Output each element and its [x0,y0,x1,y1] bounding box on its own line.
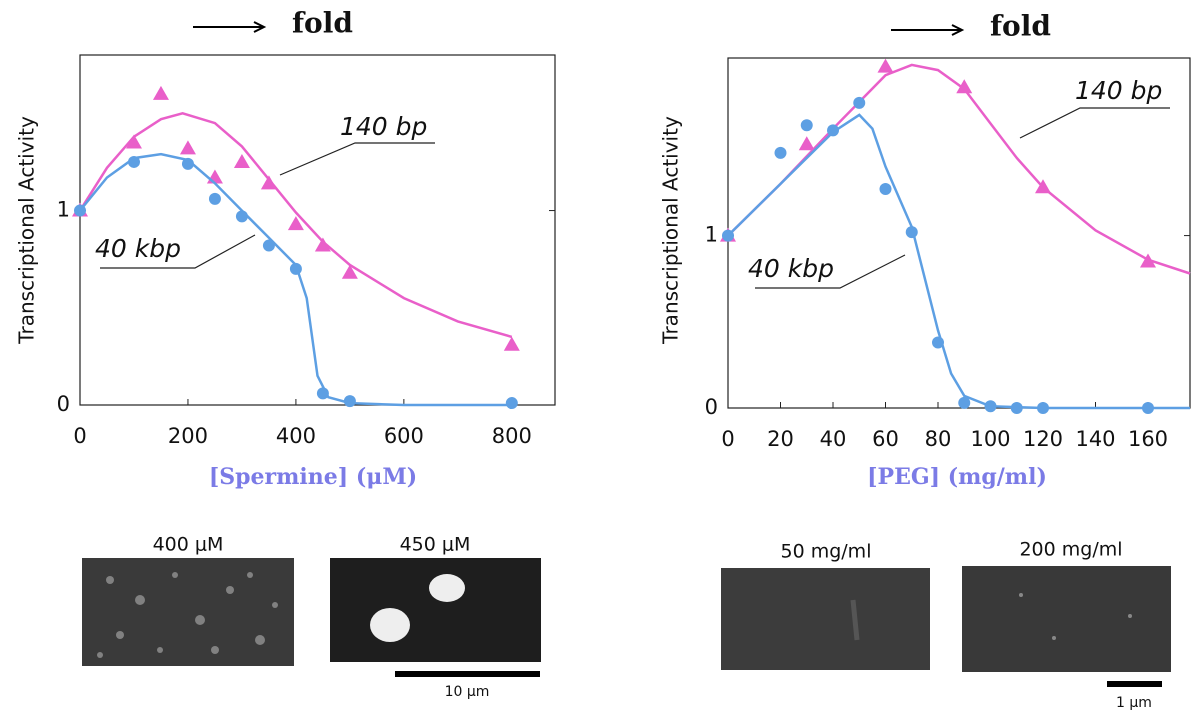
micrograph [330,558,541,662]
image-label: 450 μM [400,534,471,556]
circle-point [827,124,839,136]
y-tick-label: 1 [57,198,70,222]
x-tick-label: 0 [73,424,86,448]
blob [429,574,465,602]
circle-point [344,395,356,407]
x-tick-label: 120 [1023,427,1063,451]
scale-label: 1 μm [1116,695,1152,711]
circle-point [209,193,221,205]
circle-point [853,97,865,109]
y-tick-label: 1 [705,223,718,247]
x-tick-label: 160 [1128,427,1168,451]
x-tick-label: 20 [767,427,794,451]
blob [370,608,410,642]
circle-point [236,210,248,222]
x-axis-label: [PEG] (mg/ml) [867,464,1047,490]
x-tick-label: 0 [721,427,734,451]
y-tick-label: 0 [705,395,718,419]
image-label: 50 mg/ml [781,541,872,563]
scale-label: 10 μm [445,684,490,700]
circle-point [317,387,329,399]
circle-point [290,263,302,275]
series-annotation: 140 bp [340,112,427,141]
y-axis-label: Transcriptional Activity [659,116,683,345]
triangle-point [315,238,331,252]
micrograph [962,566,1171,672]
x-tick-label: 200 [168,424,208,448]
y-tick-label: 0 [57,392,70,416]
header: fold [990,10,1051,43]
x-tick-label: 400 [276,424,316,448]
circle-point [722,230,734,242]
plot-frame [80,55,555,405]
triangle-point [261,175,277,189]
leader-line [280,143,435,175]
triangle-point [180,140,196,154]
circle-point [182,158,194,170]
triangle-point [207,170,223,184]
dot [1052,636,1056,640]
triangle-point [234,154,250,168]
circle-point [1037,402,1049,414]
circle-point [506,397,518,409]
leader-line [1020,108,1170,138]
circle-point [74,205,86,217]
dot [1019,593,1023,597]
x-tick-label: 600 [384,424,424,448]
x-tick-label: 140 [1075,427,1115,451]
circle-point [985,400,997,412]
series-annotation: 140 bp [1075,76,1162,105]
x-tick-label: 80 [925,427,952,451]
fit-curve [80,154,512,405]
circle-point [1142,402,1154,414]
figure: fold fold 400 μM 450 μM 10 μm 50 mg/ml 2… [0,0,1195,716]
image-label: 400 μM [153,534,224,556]
circle-point [1011,402,1023,414]
x-tick-label: 800 [492,424,532,448]
micrograph [721,568,930,670]
series-annotation: 40 kbp [748,254,834,283]
x-axis-label: [Spermine] (μM) [209,464,417,490]
micrograph [82,558,294,666]
scale-bar [1107,681,1162,687]
header: fold [292,7,353,40]
y-axis-label: Transcriptional Activity [15,116,39,345]
triangle-point [504,337,520,351]
plot-frame [728,58,1190,408]
circle-point [906,226,918,238]
image-label: 200 mg/ml [1019,539,1122,561]
circle-point [958,397,970,409]
series-annotation: 40 kbp [95,234,181,263]
dot [1128,614,1132,618]
circle-point [932,336,944,348]
circle-point [880,183,892,195]
scale-bar [395,671,540,677]
circle-point [128,156,140,168]
triangle-point [799,136,815,150]
circle-point [801,119,813,131]
triangle-point [342,265,358,279]
x-tick-label: 100 [970,427,1010,451]
x-tick-label: 40 [820,427,847,451]
triangle-point [153,86,169,100]
circle-point [263,240,275,252]
triangle-point [878,59,894,73]
circle-point [775,147,787,159]
x-tick-label: 60 [872,427,899,451]
